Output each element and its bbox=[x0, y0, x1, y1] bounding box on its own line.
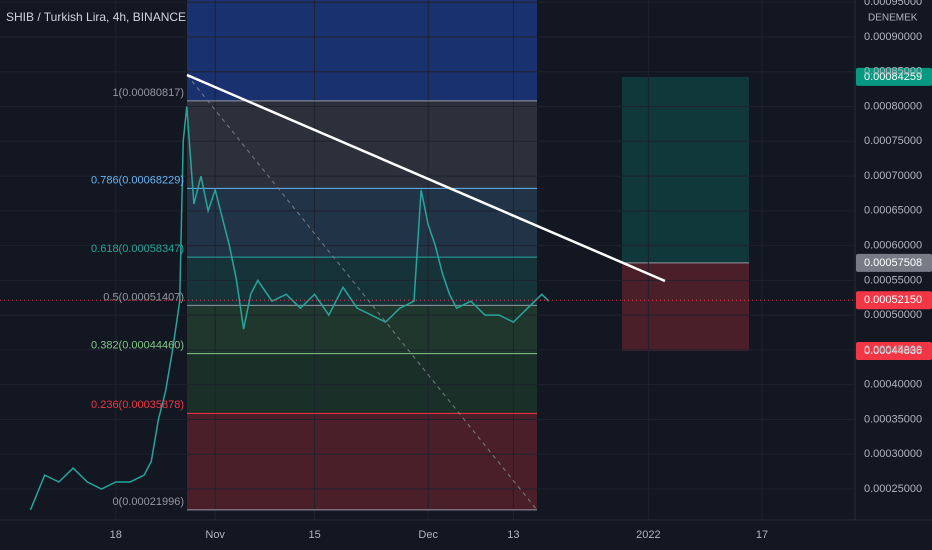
x-tick-label: Dec bbox=[418, 529, 438, 541]
x-tick-label: 2022 bbox=[636, 529, 660, 541]
fib-label: 0(0.00021996) bbox=[112, 496, 184, 508]
fib-zone bbox=[187, 353, 537, 414]
price-tag-label: 0.00044836 bbox=[864, 345, 922, 357]
y-tick-label: 0.00070000 bbox=[864, 170, 922, 182]
y-tick-label: 0.00050000 bbox=[864, 309, 922, 321]
price-tags: 0.00084259 0.00057508 0.00052150 0.00044836 bbox=[856, 67, 932, 361]
y-tick-label: 0.00065000 bbox=[864, 205, 922, 217]
y-tick-label: 0.00060000 bbox=[864, 240, 922, 252]
fib-zone bbox=[187, 100, 537, 189]
y-tick-label: 0.00025000 bbox=[864, 483, 922, 495]
x-tick-label: 15 bbox=[308, 529, 320, 541]
x-tick-label: 18 bbox=[110, 529, 122, 541]
price-tag-label: 0.00057508 bbox=[864, 257, 922, 269]
target-zone bbox=[622, 76, 749, 263]
fib-zone bbox=[187, 0, 537, 101]
x-tick-label: Nov bbox=[205, 529, 225, 541]
fib-label: 0.786(0.00068229) bbox=[91, 174, 184, 186]
fib-zone bbox=[187, 188, 537, 258]
watermark: DENEMEK bbox=[868, 13, 918, 24]
fib-label: 1(0.00080817) bbox=[112, 87, 184, 99]
y-tick-label: 0.00075000 bbox=[864, 135, 922, 147]
price-tag bbox=[856, 342, 932, 361]
watermark-bg bbox=[864, 10, 916, 26]
y-tick-label: 0.00055000 bbox=[864, 274, 922, 286]
fib-zone bbox=[187, 413, 537, 510]
price-tag bbox=[856, 67, 932, 86]
price-tag bbox=[856, 291, 932, 310]
trend-line[interactable] bbox=[186, 73, 666, 283]
price-tag-label: 0.00084259 bbox=[864, 71, 922, 83]
fib-label: 0.618(0.00058347) bbox=[91, 243, 184, 255]
fib-label: 0.382(0.00044460) bbox=[91, 340, 184, 352]
price-tag-label: 0.00052150 bbox=[864, 294, 922, 306]
y-tick-label: 0.00095000 bbox=[864, 0, 922, 8]
y-tick-label: 0.00040000 bbox=[864, 379, 922, 391]
y-tick-label: 0.00035000 bbox=[864, 413, 922, 425]
price-line bbox=[29, 106, 550, 511]
plot bbox=[0, 100, 855, 511]
fib-label: 0.236(0.00035878) bbox=[91, 399, 184, 411]
fib-zone bbox=[187, 305, 537, 354]
fib-zone bbox=[187, 257, 537, 306]
symbol-title[interactable]: SHIB / Turkish Lira, 4h, BINANCE bbox=[6, 10, 186, 24]
price-tag bbox=[856, 253, 932, 272]
y-tick-label: 0.00085000 bbox=[864, 66, 922, 78]
fib-label: 0.5(0.00051407) bbox=[103, 291, 184, 303]
y-tick-label: 0.00045000 bbox=[864, 344, 922, 356]
y-tick-label: 0.00080000 bbox=[864, 100, 922, 112]
fib-diagonal bbox=[186, 74, 538, 511]
x-tick-label: 17 bbox=[756, 529, 768, 541]
stop-zone bbox=[622, 262, 749, 352]
grid bbox=[0, 0, 855, 520]
x-tick-label: 13 bbox=[507, 529, 519, 541]
y-tick-label: 0.00030000 bbox=[864, 448, 922, 460]
y-tick-label: 0.00090000 bbox=[864, 31, 922, 43]
